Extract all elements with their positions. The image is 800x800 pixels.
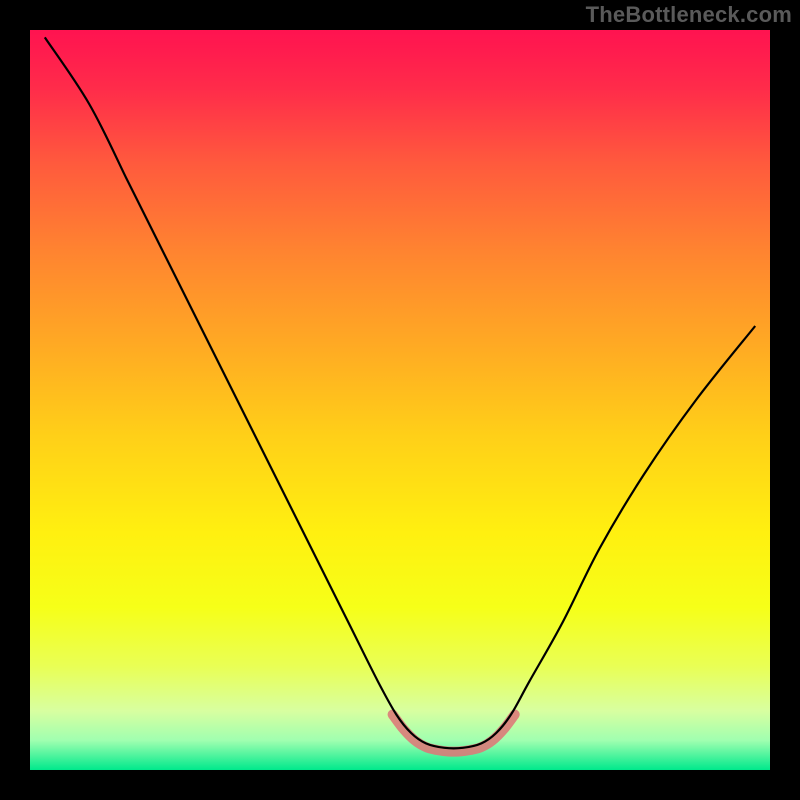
chart-container: TheBottleneck.com <box>0 0 800 800</box>
gradient-background <box>30 30 770 770</box>
bottleneck-chart <box>30 30 770 770</box>
watermark-text: TheBottleneck.com <box>586 2 792 28</box>
